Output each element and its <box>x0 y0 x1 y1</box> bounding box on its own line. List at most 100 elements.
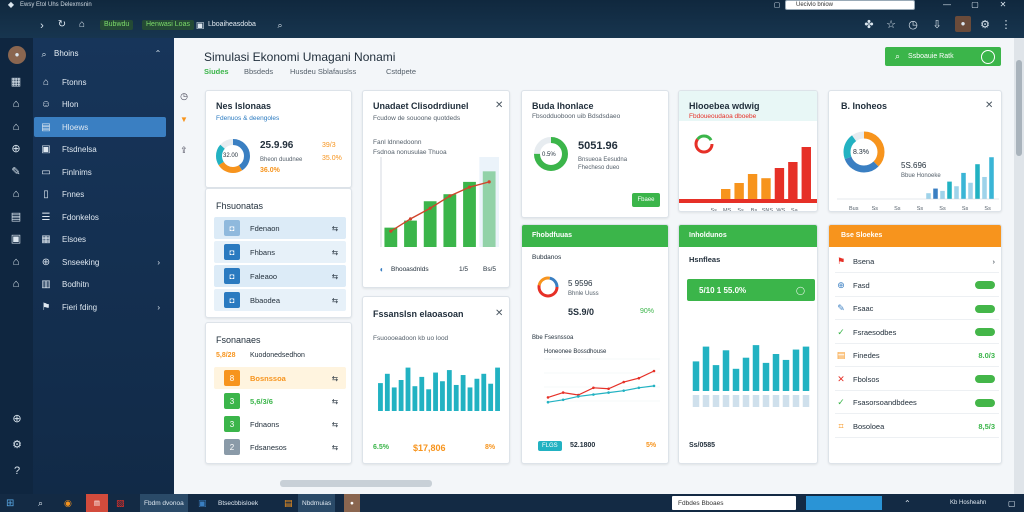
search-icon[interactable]: ⌕ <box>277 19 283 30</box>
chevron-up-icon[interactable]: ⌃ <box>154 49 162 58</box>
sidebar-item-1[interactable]: ☺ Hlon <box>34 95 166 115</box>
close-icon[interactable]: ✕ <box>985 100 994 111</box>
sidebar-item-0[interactable]: ⌂ Ftonns <box>34 72 166 92</box>
tab-1[interactable]: Bbsdeds <box>244 67 274 76</box>
taskbar-app-3[interactable]: ▣ <box>198 497 207 508</box>
list-item-label: Fdnaons <box>250 419 280 429</box>
sidebar-item-10[interactable]: ⚑ Fieri fding › <box>34 297 166 317</box>
horizontal-scroll-thumb[interactable] <box>280 480 432 487</box>
action-button[interactable]: ⌕ Ssboauie Ratk <box>885 47 1001 66</box>
notification-icon[interactable]: ▢ <box>1008 498 1016 508</box>
window-icon[interactable]: ▢ <box>773 1 781 9</box>
tab-title[interactable]: Ewsy Etol Uhs Delexmsnin <box>20 2 92 8</box>
tab-badge[interactable]: Bubwdu <box>100 20 134 30</box>
scrollbar[interactable] <box>1014 38 1024 494</box>
rail-icon-8[interactable]: ⌂ <box>12 255 20 268</box>
home-icon[interactable]: ⌂ <box>78 19 86 30</box>
list-item[interactable]: ◘ Faleaoo ⇆ <box>214 265 346 287</box>
rail-icon-9[interactable]: ⌂ <box>12 278 20 290</box>
list-item[interactable]: ◘ Fhbans ⇆ <box>214 241 346 263</box>
app-icon-2[interactable]: ▧ <box>116 497 125 508</box>
rail-icon-5[interactable]: ⌂ <box>12 188 20 200</box>
tab-2[interactable]: Husdeu Sblafauslss <box>290 67 357 76</box>
list-item[interactable]: ⚑ Bsena › <box>835 251 999 273</box>
tab-badge-2[interactable]: Henwasi Loas <box>142 20 194 30</box>
app-logo-icon[interactable]: ◆ <box>7 0 15 9</box>
start-icon[interactable]: ⊞ <box>6 497 15 509</box>
extension-icon[interactable]: ✤ <box>864 18 874 31</box>
browser-icon[interactable]: ◉ <box>64 497 72 508</box>
globe-icon[interactable]: ⊕ <box>12 412 22 425</box>
list-item[interactable]: 3 5,6/3/6 ⇆ <box>214 390 346 412</box>
rail-icon-3[interactable]: ⊕ <box>11 143 21 155</box>
list-item[interactable]: ⌗ Bosoloea 8,5/3 <box>835 416 999 438</box>
sidebar-item-5[interactable]: ▯ Fnnes <box>34 185 166 205</box>
tab-0[interactable]: Siudes <box>204 67 229 76</box>
bar-4 <box>405 367 411 411</box>
address-bar[interactable]: Uecivlo bniow <box>785 0 915 10</box>
search-icon[interactable]: ⌕ <box>38 497 44 508</box>
list-item[interactable]: ✕ Fbolsos <box>835 369 999 391</box>
rail-icon-0[interactable]: ▦ <box>10 75 22 88</box>
list-item[interactable]: ◘ Bbaodea ⇆ <box>214 289 346 311</box>
list-item[interactable]: ⊕ Fasd <box>835 275 999 297</box>
taskbar-search[interactable]: Fdbdes Bboaes <box>672 496 796 510</box>
tab-2-label[interactable]: Lboaiheasdoba <box>208 21 256 28</box>
taskbar-avatar[interactable]: ● <box>344 494 360 512</box>
settings-icon[interactable]: ⚙ <box>980 18 990 31</box>
taskbar-button[interactable] <box>806 496 882 510</box>
settings-icon[interactable]: ⚙ <box>12 438 22 451</box>
history-icon[interactable]: ◷ <box>908 18 918 31</box>
bookmark-icon[interactable]: ☆ <box>886 18 896 31</box>
sidebar-item-8[interactable]: ⊕ Snseeking › <box>34 252 166 272</box>
list-item[interactable]: 2 Fdsanesos ⇆ <box>214 436 346 458</box>
taskbar-item-1[interactable]: Fbdm dvonoa <box>140 494 188 512</box>
help-icon[interactable]: ? <box>13 464 21 477</box>
taskbar-app-4[interactable]: ▤ <box>284 497 293 508</box>
clock-icon[interactable]: ◷ <box>180 90 188 101</box>
forward-icon[interactable]: › <box>40 19 44 32</box>
avatar[interactable]: ● <box>955 16 971 32</box>
rail-icon-7[interactable]: ▣ <box>10 233 22 245</box>
tab-3[interactable]: Cstdpete <box>386 67 417 76</box>
sidebar-item-3[interactable]: ▣ Ftsdnelsa <box>34 140 166 160</box>
caret-down-icon[interactable]: ▼ <box>180 115 188 124</box>
taskbar-item-2[interactable]: Btsecbbisloek <box>218 499 259 507</box>
rail-icon-1[interactable]: ⌂ <box>12 98 20 110</box>
item-icon: ◘ <box>224 220 240 236</box>
download-icon[interactable]: ⇩ <box>932 18 942 31</box>
list-item[interactable]: ✓ Fsasorsoandbdees <box>835 392 999 414</box>
sidebar-item-2[interactable]: ▤ Hloews <box>34 117 166 137</box>
list-item[interactable]: 8 Bosnssoa ⇆ <box>214 367 346 389</box>
list-item[interactable]: ▤ Finedes 8.0/3 <box>835 345 999 367</box>
refresh-icon[interactable]: ↻ <box>57 19 67 30</box>
scrollbar-thumb[interactable] <box>1016 60 1022 156</box>
sidebar-item-9[interactable]: ▥ Bodhitn <box>34 275 166 295</box>
maximize-icon[interactable]: ▢ <box>971 0 979 9</box>
close-icon[interactable]: ✕ <box>495 308 504 319</box>
close-icon[interactable]: ✕ <box>999 0 1007 9</box>
tray-icon[interactable]: ⌃ <box>904 498 911 508</box>
sidebar-item-6[interactable]: ☰ Fdonkelos <box>34 207 166 227</box>
rail-icon-2[interactable]: ⌂ <box>12 120 20 133</box>
minimize-icon[interactable]: — <box>943 0 951 9</box>
search-icon[interactable]: ⌕ <box>41 48 47 59</box>
rail-icon-6[interactable]: ▤ <box>10 210 22 223</box>
list-item[interactable]: ✎ Fsaac <box>835 298 999 320</box>
upload-icon[interactable]: ⇪ <box>180 144 188 155</box>
list-item[interactable]: ◘ Fdenaon ⇆ <box>214 217 346 239</box>
list-item[interactable]: 3 Fdnaons ⇆ <box>214 413 346 435</box>
menu-icon[interactable]: ⋮ <box>1000 18 1012 31</box>
app-icon[interactable]: ▤ <box>86 494 108 512</box>
sidebar-item-4[interactable]: ▭ Finlnims <box>34 162 166 182</box>
rail-icon-4[interactable]: ✎ <box>11 165 21 178</box>
list-item[interactable]: ✓ Fsraesodbes <box>835 322 999 344</box>
chart-icon: ▤ <box>836 350 846 360</box>
taskbar-item-3[interactable]: Nbdmuias <box>298 494 336 512</box>
close-icon[interactable]: ✕ <box>495 100 504 111</box>
card-button[interactable]: Fbaee <box>632 193 660 207</box>
sidebar-item-7[interactable]: ▦ Elsoes <box>34 230 166 250</box>
tab-icon[interactable]: ▣ <box>195 19 205 30</box>
avatar[interactable]: ● <box>8 46 26 64</box>
info-icon[interactable]: ◐ <box>379 265 385 274</box>
